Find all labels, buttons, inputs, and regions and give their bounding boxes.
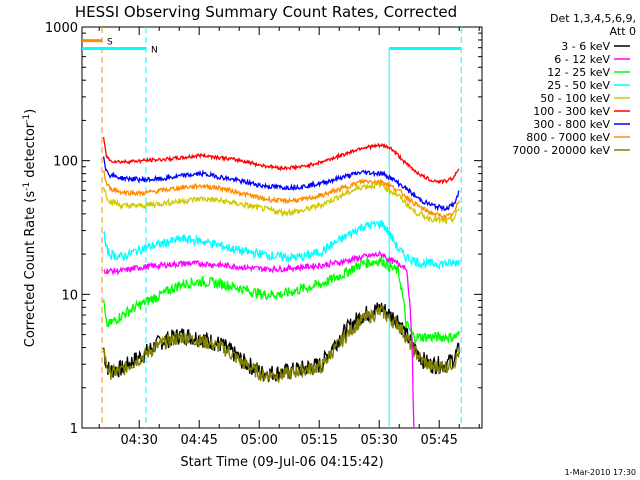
legend-entry: 12 - 25 keV [547, 66, 610, 79]
x-axis-label: Start Time (09-Jul-06 04:15:42) [180, 455, 383, 470]
series-line-red [102, 136, 460, 185]
legend-header: Det 1,3,4,5,6,9, [550, 12, 636, 25]
series-line-olive [102, 304, 460, 384]
x-tick-label: 05:30 [360, 433, 397, 448]
legend-header: Att 0 [610, 25, 636, 38]
legend-entry: 6 - 12 keV [554, 53, 610, 66]
series-line-blue [102, 156, 460, 212]
chart-title: HESSI Observing Summary Count Rates, Cor… [75, 3, 457, 21]
x-tick-label: 04:30 [120, 433, 157, 448]
flag-label: S [107, 38, 113, 48]
y-axis-label-sup1: -1 [22, 182, 32, 191]
y-axis-label-part2: detector [23, 122, 38, 182]
legend-entry: 50 - 100 keV [540, 92, 610, 105]
y-axis-label-part3: ) [23, 109, 38, 114]
flag-label: N [151, 46, 158, 56]
y-tick-label: 1000 [45, 21, 78, 36]
y-tick-label: 100 [53, 155, 78, 170]
x-tick-label: 04:45 [180, 433, 217, 448]
y-axis: 1 10 100 1000 [45, 21, 482, 437]
plot-area: SN [82, 27, 462, 428]
legend-entry: 300 - 800 keV [533, 118, 610, 131]
footer-date: 1-Mar-2010 17:30 [565, 468, 636, 477]
legend-entry: 800 - 7000 keV [526, 131, 610, 144]
x-tick-label: 05:15 [300, 433, 337, 448]
series-line-yellow [102, 180, 460, 225]
x-tick-label: 05:45 [420, 433, 457, 448]
y-axis-label-part1: Corrected Count Rate (s [23, 191, 38, 348]
y-axis-label: Corrected Count Rate (s-1 detector-1) [22, 109, 38, 347]
y-tick-label: 1 [70, 422, 78, 437]
y-tick-label: 10 [61, 288, 78, 303]
x-axis: 04:30 04:45 05:00 05:15 05:30 05:45 [98, 27, 480, 448]
y-axis-label-sup2: -1 [22, 114, 32, 123]
legend-entry: 25 - 50 keV [547, 79, 610, 92]
series-line-green [102, 255, 460, 345]
series-line-magenta [103, 250, 415, 428]
x-tick-label: 05:00 [240, 433, 277, 448]
series-line-cyan [103, 219, 460, 271]
plot-frame [81, 26, 483, 429]
legend-entry: 3 - 6 keV [561, 40, 610, 53]
legend-entry: 7000 - 20000 keV [512, 144, 610, 157]
legend-entry: 100 - 300 keV [533, 105, 610, 118]
series-line-orange [102, 170, 460, 221]
